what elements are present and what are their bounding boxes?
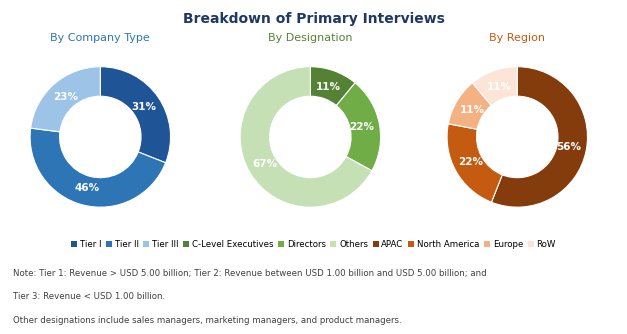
Wedge shape xyxy=(240,67,372,207)
Text: Tier 3: Revenue < USD 1.00 billion.: Tier 3: Revenue < USD 1.00 billion. xyxy=(13,292,165,301)
Text: 67%: 67% xyxy=(253,159,278,169)
Wedge shape xyxy=(447,124,502,202)
Wedge shape xyxy=(492,67,587,207)
Text: 46%: 46% xyxy=(75,183,100,193)
Wedge shape xyxy=(100,67,171,163)
Text: Note: Tier 1: Revenue > USD 5.00 billion; Tier 2: Revenue between USD 1.00 billi: Note: Tier 1: Revenue > USD 5.00 billion… xyxy=(13,269,486,278)
Wedge shape xyxy=(310,67,355,106)
Wedge shape xyxy=(31,67,100,132)
Text: 31%: 31% xyxy=(132,102,156,112)
Text: Breakdown of Primary Interviews: Breakdown of Primary Interviews xyxy=(182,12,445,26)
Text: 22%: 22% xyxy=(458,157,483,167)
Legend: Tier I, Tier II, Tier III, C-Level Executives, Directors, Others, APAC, North Am: Tier I, Tier II, Tier III, C-Level Execu… xyxy=(71,240,556,249)
Text: 56%: 56% xyxy=(557,142,581,152)
Title: By Company Type: By Company Type xyxy=(50,33,150,43)
Text: 22%: 22% xyxy=(350,122,374,132)
Text: 11%: 11% xyxy=(487,82,512,93)
Wedge shape xyxy=(30,128,166,207)
Wedge shape xyxy=(448,83,492,129)
Title: By Designation: By Designation xyxy=(268,33,352,43)
Text: 11%: 11% xyxy=(316,82,340,93)
Wedge shape xyxy=(336,83,381,171)
Text: Other designations include sales managers, marketing managers, and product manag: Other designations include sales manager… xyxy=(13,316,401,325)
Text: 11%: 11% xyxy=(460,105,485,115)
Title: By Region: By Region xyxy=(489,33,545,43)
Wedge shape xyxy=(473,67,517,106)
Text: 23%: 23% xyxy=(53,93,78,103)
